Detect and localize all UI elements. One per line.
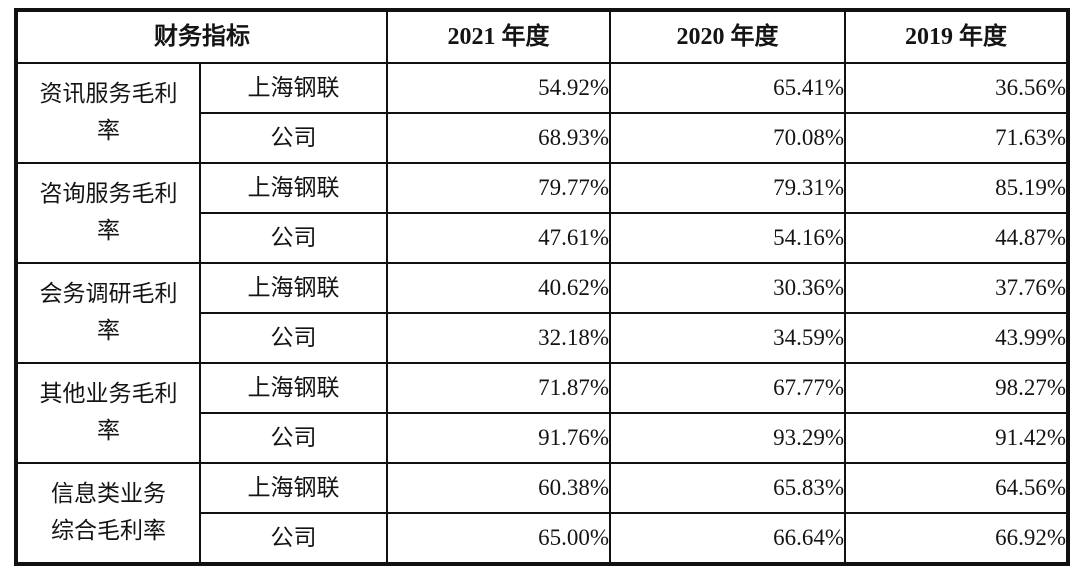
entity-cell: 公司 — [199, 112, 388, 164]
entity-cell: 公司 — [199, 412, 388, 464]
indicator-other-business-margin: 其他业务毛利 率 — [15, 362, 201, 464]
value-cell: 91.76% — [386, 412, 611, 464]
value-cell: 60.38% — [386, 462, 611, 514]
value-cell: 43.99% — [844, 312, 1069, 364]
table-row: 资讯服务毛利 率 上海钢联 54.92% 65.41% 36.56% — [15, 62, 1069, 164]
indicator-info-service-margin: 资讯服务毛利 率 — [15, 62, 201, 164]
entity-cell: 上海钢联 — [199, 262, 388, 314]
table-row: 会务调研毛利 率 上海钢联 40.62% 30.36% 37.76% — [15, 262, 1069, 364]
value-cell: 66.92% — [844, 512, 1069, 565]
entity-cell: 公司 — [199, 512, 388, 565]
table-row: 公司 68.93% 70.08% 71.63% — [16, 112, 1069, 164]
financial-indicators-table: 财务指标 2021 年度 2020 年度 2019 年度 资讯服务毛利 率 上海… — [14, 8, 1070, 566]
value-cell: 34.59% — [609, 312, 846, 364]
value-cell: 40.62% — [386, 262, 611, 314]
indicator-consulting-service-margin: 咨询服务毛利 率 — [15, 162, 201, 264]
entity-cell: 公司 — [199, 212, 388, 264]
table-header-row: 财务指标 2021 年度 2020 年度 2019 年度 — [15, 9, 1069, 64]
value-cell: 68.93% — [386, 112, 611, 164]
value-cell: 47.61% — [386, 212, 611, 264]
value-cell: 64.56% — [844, 462, 1069, 514]
table-row: 公司 47.61% 54.16% 44.87% — [16, 212, 1069, 264]
value-cell: 37.76% — [844, 262, 1069, 314]
value-cell: 65.83% — [609, 462, 846, 514]
value-cell: 65.41% — [609, 62, 846, 114]
table-row: 咨询服务毛利 率 上海钢联 79.77% 79.31% 85.19% — [15, 162, 1069, 264]
table-row: 公司 91.76% 93.29% 91.42% — [16, 412, 1069, 464]
value-cell: 54.92% — [386, 62, 611, 114]
value-cell: 79.31% — [609, 162, 846, 214]
value-cell: 79.77% — [386, 162, 611, 214]
entity-cell: 上海钢联 — [199, 162, 388, 214]
entity-cell: 上海钢联 — [199, 62, 388, 114]
indicator-conference-research-margin: 会务调研毛利 率 — [15, 262, 201, 364]
header-year-2020: 2020 年度 — [609, 9, 846, 64]
value-cell: 30.36% — [609, 262, 846, 314]
table-row: 公司 65.00% 66.64% 66.92% — [16, 512, 1069, 565]
indicator-information-business-overall-margin: 信息类业务 综合毛利率 — [15, 462, 201, 565]
value-cell: 44.87% — [844, 212, 1069, 264]
value-cell: 67.77% — [609, 362, 846, 414]
value-cell: 91.42% — [844, 412, 1069, 464]
value-cell: 98.27% — [844, 362, 1069, 414]
value-cell: 54.16% — [609, 212, 846, 264]
value-cell: 71.63% — [844, 112, 1069, 164]
table-row: 信息类业务 综合毛利率 上海钢联 60.38% 65.83% 64.56% — [15, 462, 1069, 565]
value-cell: 36.56% — [844, 62, 1069, 114]
value-cell: 93.29% — [609, 412, 846, 464]
value-cell: 71.87% — [386, 362, 611, 414]
value-cell: 66.64% — [609, 512, 846, 565]
value-cell: 70.08% — [609, 112, 846, 164]
entity-cell: 上海钢联 — [199, 362, 388, 414]
value-cell: 85.19% — [844, 162, 1069, 214]
entity-cell: 公司 — [199, 312, 388, 364]
value-cell: 32.18% — [386, 312, 611, 364]
table-row: 其他业务毛利 率 上海钢联 71.87% 67.77% 98.27% — [15, 362, 1069, 464]
header-year-2021: 2021 年度 — [386, 9, 611, 64]
value-cell: 65.00% — [386, 512, 611, 565]
header-year-2019: 2019 年度 — [844, 9, 1069, 64]
entity-cell: 上海钢联 — [199, 462, 388, 514]
table-row: 公司 32.18% 34.59% 43.99% — [16, 312, 1069, 364]
header-indicator: 财务指标 — [15, 9, 388, 64]
